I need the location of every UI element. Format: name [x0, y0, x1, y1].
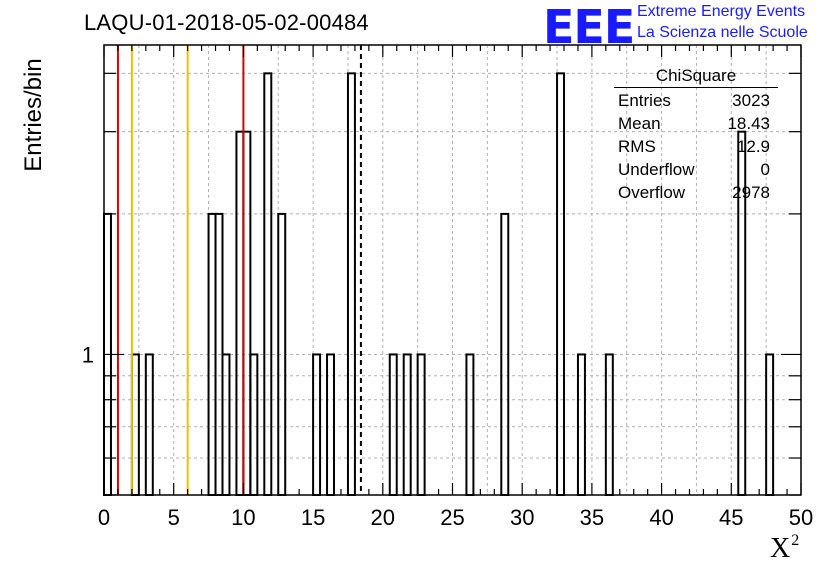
histogram-bar — [263, 72, 273, 496]
stats-row: Entries 3023 — [614, 89, 778, 112]
stats-label: Entries — [618, 91, 671, 110]
x-tick-label: 15 — [301, 505, 325, 530]
x-tick-label: 5 — [168, 505, 180, 530]
logo-line-1: Extreme Energy Events — [637, 3, 806, 20]
x-tick-label: 50 — [789, 505, 813, 530]
stats-row: Underflow 0 — [614, 158, 778, 181]
stats-value: 2978 — [732, 183, 770, 202]
stats-title: ChiSquare — [614, 66, 778, 88]
stats-value: 0 — [760, 160, 770, 179]
logo-line-2: La Scienza nelle Scuole — [637, 24, 808, 41]
y-axis-label: Entries/bin — [20, 58, 47, 172]
chart-title: LAQU-01-2018-05-02-00484 — [84, 10, 369, 35]
stats-value: 3023 — [732, 91, 770, 110]
histogram-bar — [346, 72, 356, 496]
stats-row: Mean 18.43 — [614, 112, 778, 135]
reference-lines — [116, 45, 362, 495]
stats-label: RMS — [618, 137, 656, 156]
stats-label: Underflow — [618, 160, 695, 179]
x-tick-label: 40 — [649, 505, 673, 530]
stats-box: ChiSquare Entries 3023 Mean 18.43 RMS 12.9 … — [614, 66, 778, 204]
axes — [103, 44, 802, 496]
stats-label: Mean — [618, 114, 661, 133]
stats-value: 18.43 — [727, 114, 770, 133]
stats-label: Overflow — [618, 183, 686, 202]
x-tick-label: 20 — [371, 505, 395, 530]
x-tick-label: 10 — [231, 505, 255, 530]
tick-labels: 0 5 10 15 20 25 30 35 40 45 50 1 — [82, 342, 813, 530]
stats-row: RMS 12.9 — [614, 135, 778, 158]
x-tick-label: 45 — [719, 505, 743, 530]
y-tick-label: 1 — [82, 342, 94, 367]
x-tick-label: 0 — [98, 505, 110, 530]
x-axis-label: X2 — [770, 532, 800, 564]
histogram-bar — [242, 130, 252, 497]
stats-row: Overflow 2978 — [614, 181, 778, 204]
x-tick-label: 30 — [510, 505, 534, 530]
histogram-bar — [235, 130, 245, 497]
x-tick-label: 25 — [440, 505, 464, 530]
histogram-bar — [556, 72, 566, 496]
eee-logo: EEE — [543, 0, 635, 54]
x-tick-label: 35 — [580, 505, 604, 530]
stats-value: 12.9 — [736, 137, 770, 156]
